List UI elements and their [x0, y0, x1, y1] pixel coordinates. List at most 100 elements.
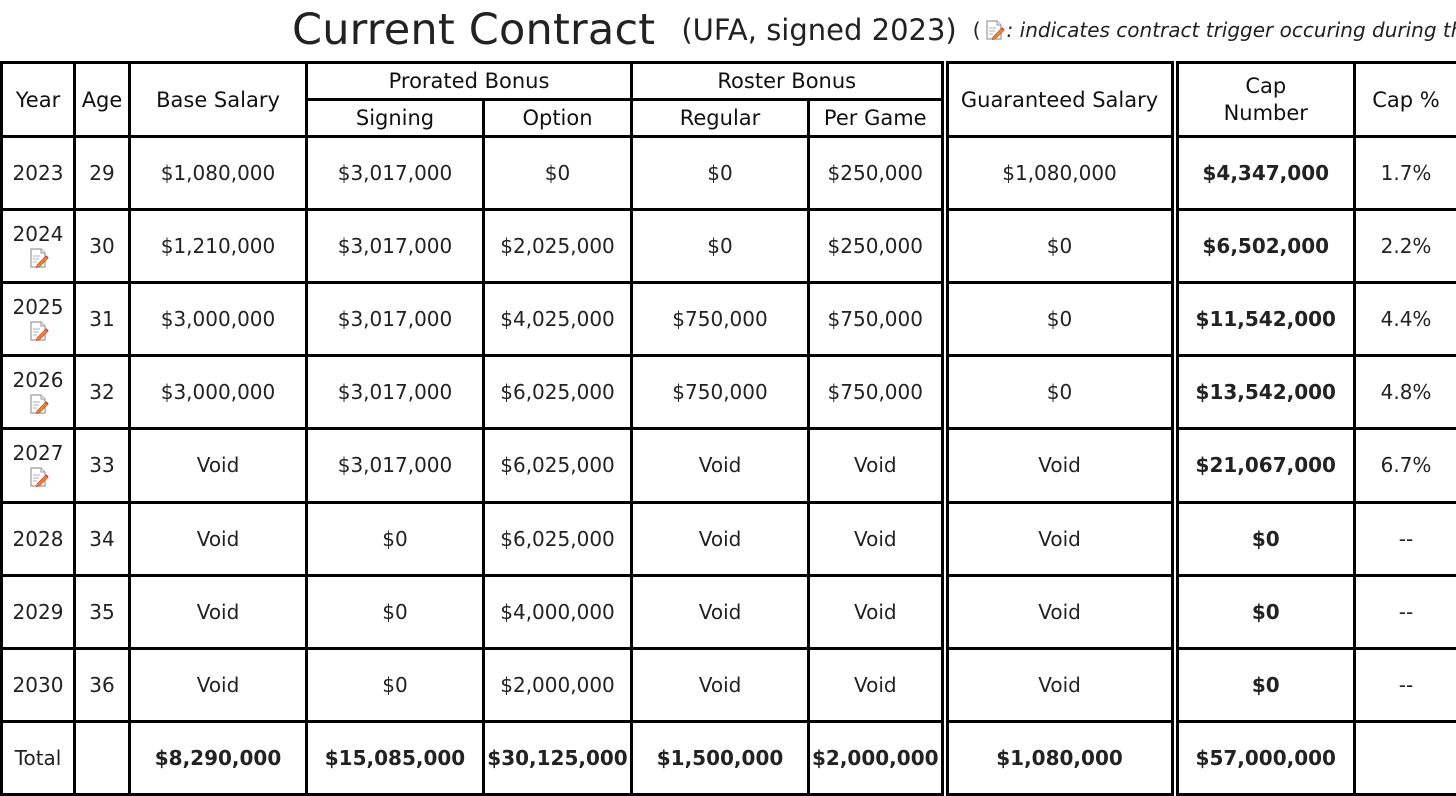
cap-number-cell: $0 — [1170, 646, 1357, 723]
guaranteed-salary-cell: $1,080,000 — [940, 134, 1177, 212]
note-text: : indicates contract trigger occuring du… — [1006, 18, 1456, 42]
header-cap-line2: Number — [1223, 100, 1308, 125]
signing-cell: $3,017,000 — [305, 208, 485, 285]
base-salary-cell: $1,080,000 — [128, 134, 308, 212]
per-game-cell: $250,000 — [807, 208, 947, 285]
regular-cell: Void — [630, 573, 811, 650]
cap-pct-cell: 4.8% — [1353, 354, 1456, 431]
age-cell: 34 — [73, 500, 131, 577]
age-cell: 33 — [73, 427, 131, 504]
note-open-paren: ( — [972, 18, 981, 42]
option-cell: $6,025,000 — [481, 354, 634, 431]
table-row: 2028 34 Void $0 $6,025,000 Void Void Voi… — [0, 500, 1456, 577]
base-salary-cell: Void — [128, 573, 308, 650]
contract-trigger-icon[interactable] — [27, 320, 49, 342]
header-year: Year — [0, 61, 76, 138]
cap-pct-cell: -- — [1353, 646, 1456, 723]
year-cell: 2029 — [0, 573, 76, 650]
age-cell: 31 — [73, 281, 131, 358]
year-value: 2028 — [12, 526, 64, 551]
contract-trigger-icon[interactable] — [27, 466, 49, 488]
total-cap-number: $57,000,000 — [1170, 719, 1357, 796]
year-cell: 2026 — [0, 354, 76, 431]
age-cell: 36 — [73, 646, 131, 723]
header-cap-line1: Cap — [1245, 74, 1287, 99]
base-salary-cell: $3,000,000 — [128, 281, 308, 358]
cap-number-cell: $0 — [1170, 500, 1357, 577]
guaranteed-salary-cell: $0 — [940, 281, 1177, 358]
age-cell: 29 — [73, 134, 131, 212]
cap-pct-cell: -- — [1353, 573, 1456, 650]
table-row: 2024 30 $1,210,000 $3,017,000 $2,025,000… — [0, 208, 1456, 285]
table-row: 2030 36 Void $0 $2,000,000 Void Void Voi… — [0, 646, 1456, 723]
signing-cell: $3,017,000 — [305, 281, 485, 358]
total-base-salary: $8,290,000 — [128, 719, 308, 796]
total-option: $30,125,000 — [481, 719, 634, 796]
cap-pct-cell: 4.4% — [1353, 281, 1456, 358]
header-prorated-bonus: Prorated Bonus — [304, 61, 634, 101]
header-option: Option — [481, 98, 634, 138]
totals-row: Total $8,290,000 $15,085,000 $30,125,000… — [0, 719, 1456, 796]
contract-trigger-icon — [985, 20, 1005, 41]
guaranteed-salary-cell: Void — [940, 646, 1177, 723]
table-row: 2023 29 $1,080,000 $3,017,000 $0 $0 $250… — [0, 134, 1456, 212]
per-game-cell: $250,000 — [807, 134, 947, 212]
cap-number-cell: $13,542,000 — [1170, 354, 1357, 431]
per-game-cell: Void — [807, 427, 947, 504]
regular-cell: $0 — [630, 208, 811, 285]
header-base-salary: Base Salary — [128, 61, 308, 138]
year-value: 2030 — [12, 672, 64, 697]
cap-pct-cell: 6.7% — [1353, 427, 1456, 504]
option-cell: $6,025,000 — [481, 500, 634, 577]
signing-cell: $3,017,000 — [305, 134, 485, 212]
per-game-cell: Void — [807, 573, 947, 650]
contract-title-bar: Current Contract (UFA, signed 2023) ( : … — [292, 0, 1456, 60]
total-regular: $1,500,000 — [630, 719, 811, 796]
year-cell: 2028 — [0, 500, 76, 577]
regular-cell: $750,000 — [630, 281, 811, 358]
header-regular: Regular — [630, 98, 811, 138]
cap-number-cell: $21,067,000 — [1170, 427, 1357, 504]
age-cell: 30 — [73, 208, 131, 285]
signing-cell: $3,017,000 — [305, 354, 485, 431]
cap-number-cell: $0 — [1170, 573, 1357, 650]
contract-trigger-icon[interactable] — [27, 393, 49, 415]
header-signing: Signing — [305, 98, 485, 138]
year-value: 2026 — [12, 368, 64, 393]
regular-cell: Void — [630, 427, 811, 504]
contract-table: Year Age Base Salary Prorated Bonus Rost… — [0, 61, 1456, 796]
header-roster-bonus: Roster Bonus — [630, 61, 947, 101]
page-title: Current Contract — [292, 5, 656, 55]
base-salary-cell: $1,210,000 — [128, 208, 308, 285]
regular-cell: Void — [630, 500, 811, 577]
year-cell: 2030 — [0, 646, 76, 723]
cap-pct-cell: 2.2% — [1353, 208, 1456, 285]
year-value: 2027 — [12, 441, 64, 466]
year-value: 2025 — [12, 295, 64, 320]
contract-trigger-icon[interactable] — [27, 247, 49, 269]
year-cell: 2024 — [0, 208, 76, 285]
year-value: 2023 — [12, 161, 64, 186]
base-salary-cell: Void — [128, 500, 308, 577]
total-per-game: $2,000,000 — [807, 719, 947, 796]
option-cell: $2,025,000 — [481, 208, 634, 285]
option-cell: $4,000,000 — [481, 573, 634, 650]
per-game-cell: $750,000 — [807, 281, 947, 358]
table-row: 2025 31 $3,000,000 $3,017,000 $4,025,000… — [0, 281, 1456, 358]
cap-number-cell: $6,502,000 — [1170, 208, 1357, 285]
regular-cell: Void — [630, 646, 811, 723]
year-cell: 2027 — [0, 427, 76, 504]
guaranteed-salary-cell: Void — [940, 427, 1177, 504]
table-row: 2027 33 Void $3,017,000 $6,025,000 Void … — [0, 427, 1456, 504]
total-age-cell — [73, 719, 131, 796]
base-salary-cell: $3,000,000 — [128, 354, 308, 431]
signing-cell: $3,017,000 — [305, 427, 485, 504]
guaranteed-salary-cell: Void — [940, 500, 1177, 577]
guaranteed-salary-cell: $0 — [940, 354, 1177, 431]
header-guaranteed-salary: Guaranteed Salary — [940, 61, 1177, 138]
signing-cell: $0 — [305, 500, 485, 577]
guaranteed-salary-cell: Void — [940, 573, 1177, 650]
header-cap-number: Cap Number — [1170, 61, 1357, 138]
total-signing: $15,085,000 — [305, 719, 485, 796]
per-game-cell: Void — [807, 500, 947, 577]
